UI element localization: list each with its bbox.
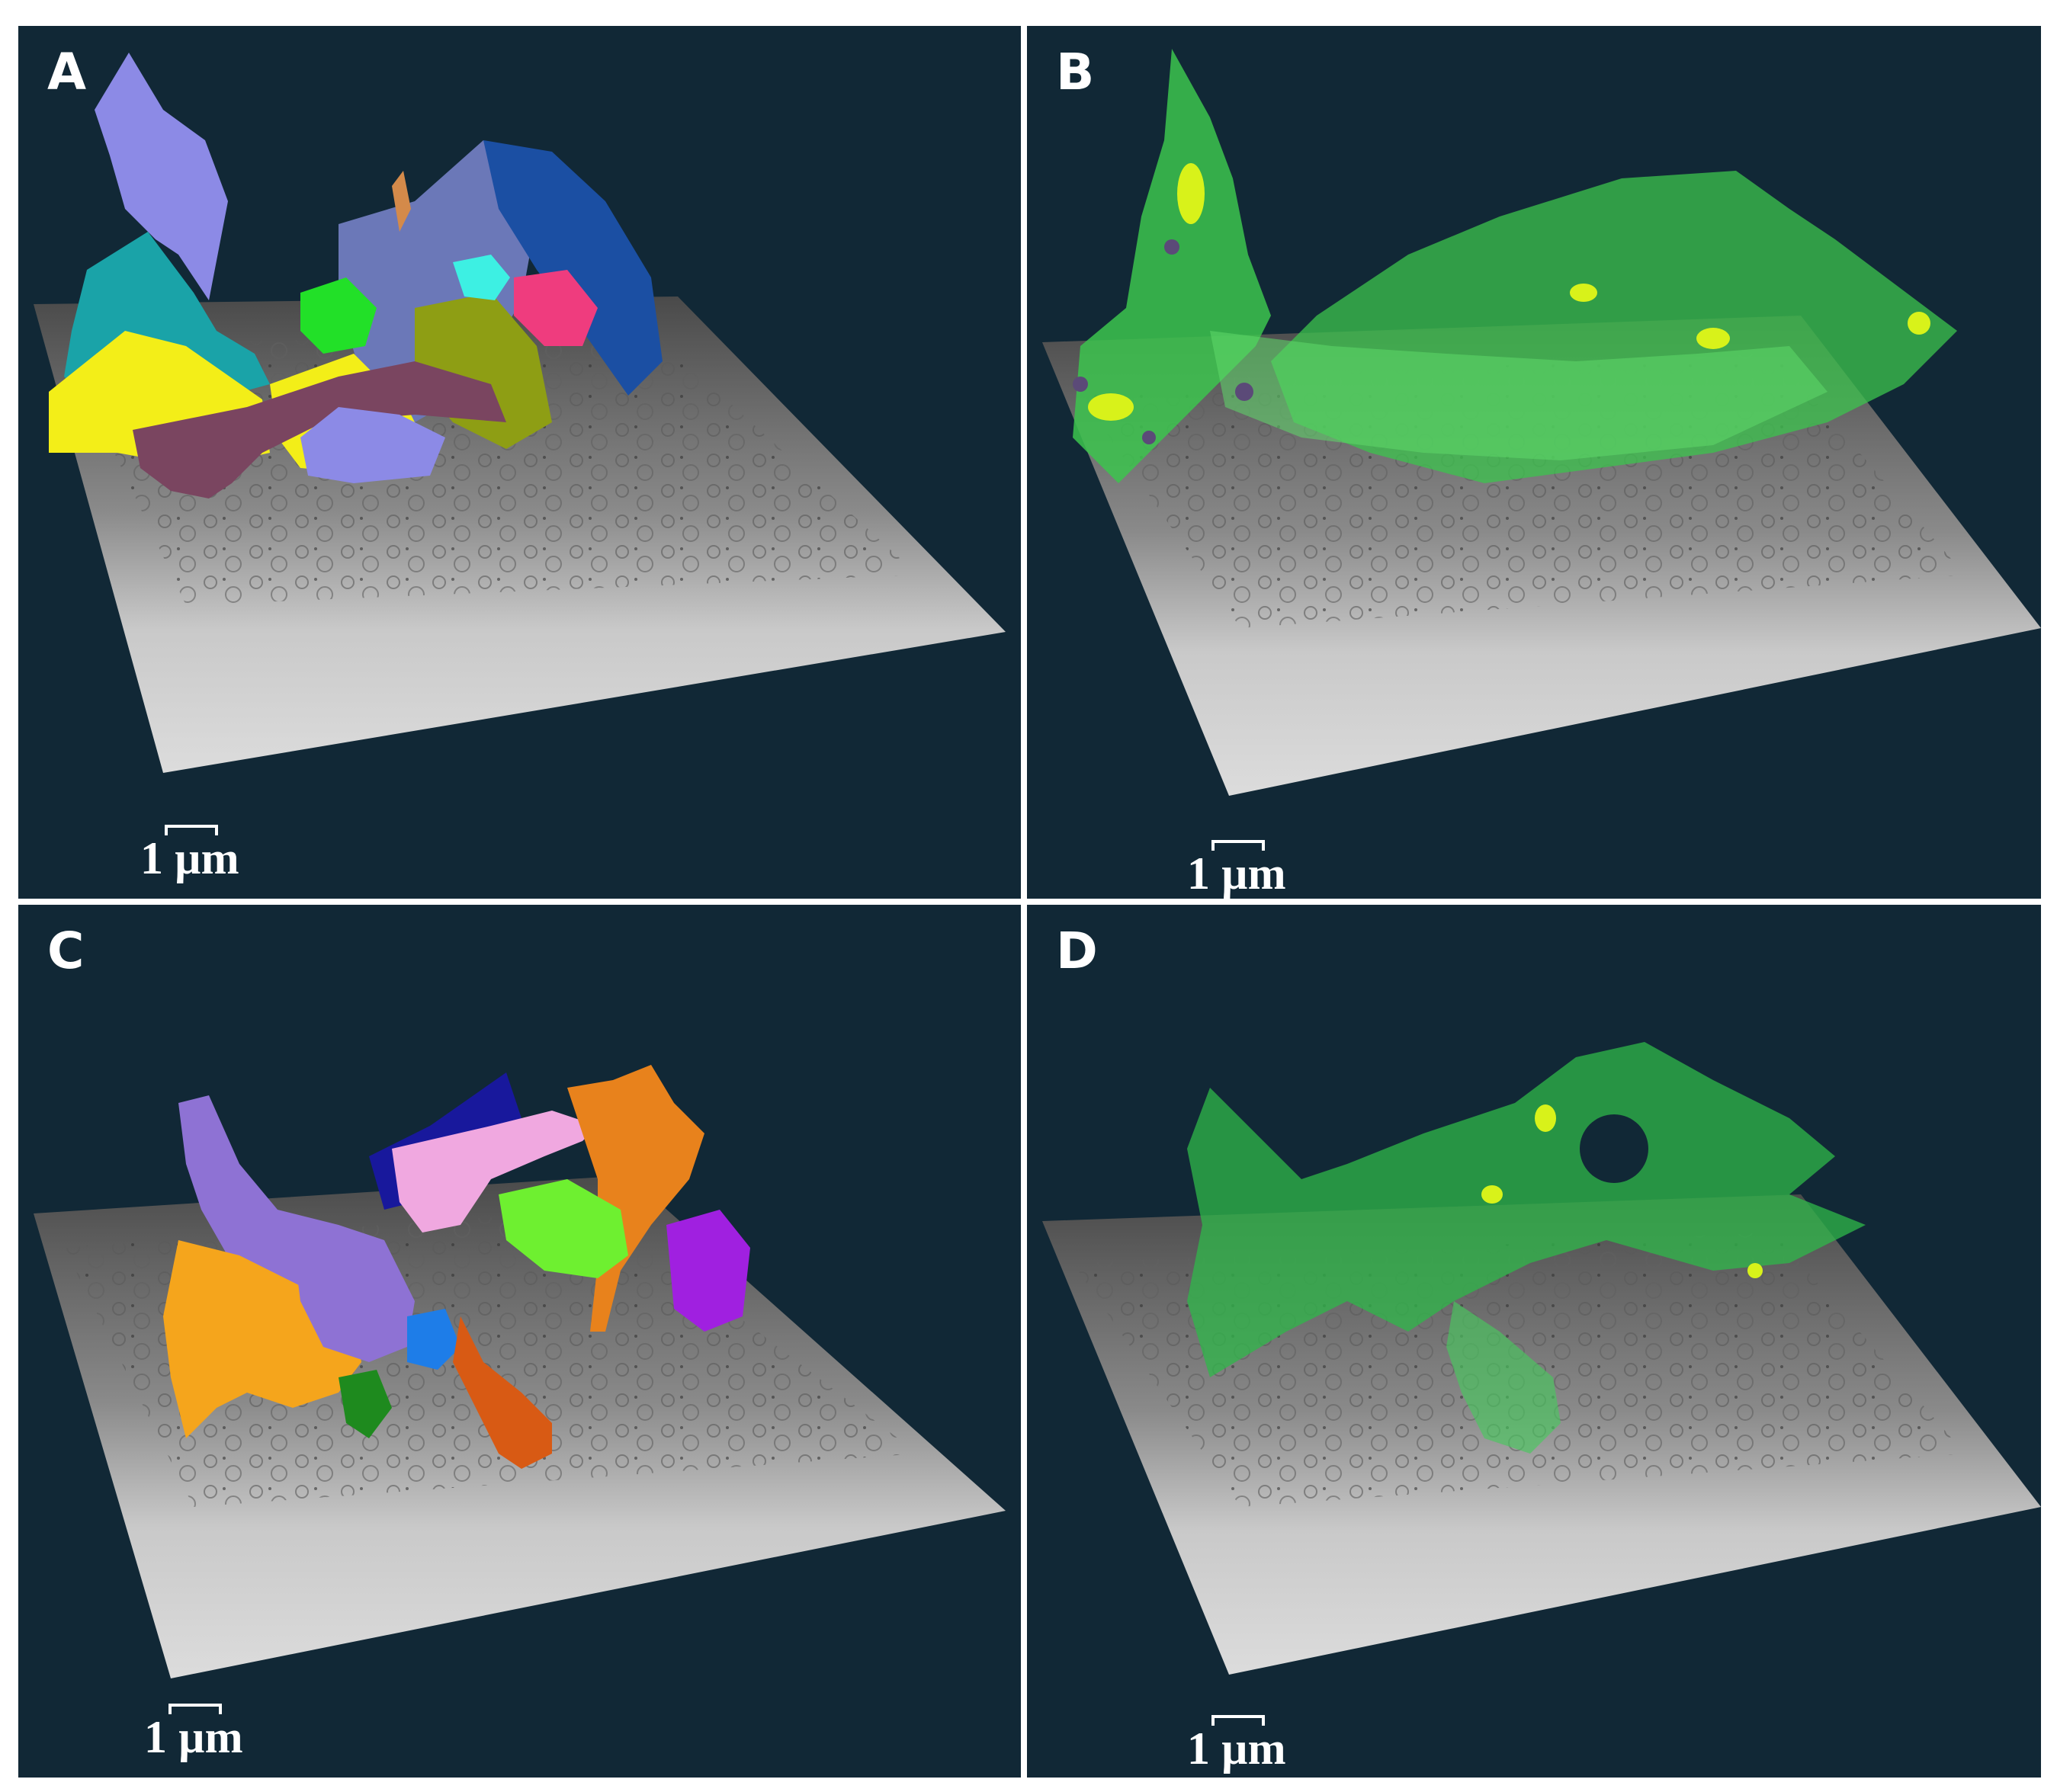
organelle-yellow [1481, 1185, 1503, 1204]
organelle-yellow [1908, 312, 1930, 335]
organelle-purple [1073, 377, 1088, 392]
organelle-yellow [1535, 1104, 1556, 1132]
cell-pink [514, 270, 598, 346]
organelles [1073, 163, 1930, 444]
cell-gold [163, 1240, 361, 1438]
cell-tan [392, 171, 411, 232]
cell-violet [666, 1210, 750, 1332]
cell-cyan [453, 255, 510, 300]
cell-membranes [1073, 49, 1957, 483]
scale-bar-label: 1 µm [144, 1712, 243, 1762]
cell-lavender [95, 53, 228, 300]
panel-label: B [1056, 43, 1095, 101]
scale-bar-label: 1 µm [1187, 1723, 1286, 1774]
cell-membranes [1187, 1042, 1866, 1454]
organelles [1481, 1104, 1763, 1278]
organelle-yellow [1570, 284, 1597, 302]
panel-c: C 1 µm [18, 905, 1021, 1778]
panel-d: D 1 µm [1027, 905, 2041, 1778]
scale-bar-label: 1 µm [1187, 848, 1286, 899]
panel-a-render [34, 53, 1006, 773]
panel-label: D [1056, 922, 1098, 980]
scale-bar-label: 1 µm [140, 833, 239, 883]
cell-blue [483, 140, 663, 396]
panel-a: A 1 µm [18, 26, 1021, 899]
organelle-purple [1235, 383, 1253, 401]
scale-bar-line [1211, 1715, 1265, 1726]
panel-b-render [1042, 49, 2041, 796]
membrane-bulb [1446, 1301, 1561, 1454]
cell-maroon [133, 361, 506, 498]
cell-orange-tail [453, 1316, 552, 1469]
panel-d-render [1042, 1042, 2041, 1675]
panel-label: A [47, 43, 87, 101]
segmented-cells [163, 1065, 750, 1469]
organelle-yellow [1747, 1263, 1763, 1278]
cell-green [300, 277, 377, 354]
organelle-yellow [1177, 163, 1205, 224]
organelle-yellow [1088, 393, 1134, 421]
scale-bar-line [1211, 840, 1265, 851]
cell-lime [499, 1179, 628, 1278]
panel-label: C [47, 922, 85, 980]
scale-bar-line [168, 1704, 222, 1714]
membrane-main [1187, 1042, 1866, 1377]
cell-pink [392, 1111, 598, 1233]
scale-bar-line [165, 825, 218, 835]
panel-b: B 1 µm [1027, 26, 2041, 899]
cell-blue [407, 1309, 460, 1370]
cell-lavender [293, 1225, 415, 1362]
membrane-hole [1580, 1114, 1648, 1183]
organelle-purple [1142, 431, 1156, 444]
membrane-overlay [1210, 331, 1828, 460]
cell-dark-green [339, 1370, 392, 1438]
segmented-cells [49, 53, 663, 498]
cell-light-blue [300, 407, 445, 483]
panel-c-render [34, 1065, 1006, 1678]
organelle-purple [1164, 239, 1179, 255]
organelle-yellow [1696, 328, 1730, 349]
